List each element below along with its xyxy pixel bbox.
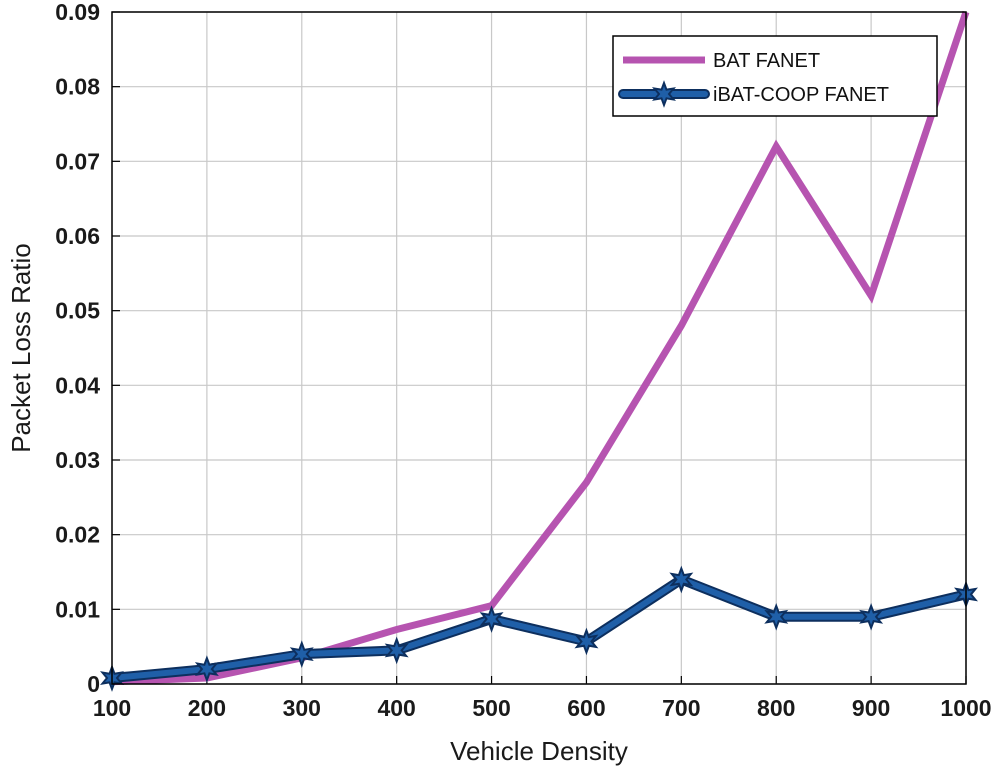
- y-tick-label: 0.08: [55, 74, 100, 100]
- plot-area-frame: [111, 11, 967, 685]
- tick-labels: 100 200 300 400 500 600 700 800 900 1000 0 0.01 0.02…: [55, 0, 991, 721]
- series-point-marker: [384, 636, 409, 665]
- y-tick-label: 0: [87, 671, 100, 697]
- y-tick-label: 0.09: [55, 0, 100, 25]
- y-tick-label: 0.06: [55, 223, 100, 249]
- x-tick-label: 300: [283, 695, 321, 721]
- x-tick-label: 600: [567, 695, 605, 721]
- x-tick-label: 400: [377, 695, 415, 721]
- y-tick-label: 0.02: [55, 522, 100, 548]
- series-point-marker: [289, 640, 314, 668]
- series-point-marker: [669, 565, 694, 594]
- x-tick-label: 1000: [940, 695, 991, 721]
- y-axis-title: Packet Loss Ratio: [6, 243, 36, 453]
- series-1: [100, 565, 978, 692]
- series-line: [111, 10, 970, 686]
- y-tick-label: 0.01: [55, 596, 100, 622]
- series-layer: [100, 10, 978, 692]
- x-tick-label: 100: [93, 695, 131, 721]
- series-point-marker: [194, 655, 219, 683]
- y-tick-label: 0.07: [55, 148, 100, 174]
- legend-label: BAT FANET: [713, 50, 820, 72]
- legend-entry: iBAT-COOP FANET: [618, 80, 889, 108]
- x-axis-title: Vehicle Density: [450, 736, 628, 766]
- x-tick-label: 700: [662, 695, 700, 721]
- legend: BAT FANET iBAT-COOP FANET: [612, 35, 938, 117]
- series-line: [109, 576, 969, 682]
- legend-entry: BAT FANET: [623, 50, 820, 72]
- x-tick-label: 800: [757, 695, 795, 721]
- y-tick-label: 0.03: [55, 447, 100, 473]
- y-tick-label: 0.04: [55, 372, 100, 398]
- series-point-marker: [764, 602, 789, 631]
- x-tick-label: 500: [472, 695, 510, 721]
- series-0: [111, 10, 970, 686]
- x-tick-label: 200: [188, 695, 226, 721]
- legend-marker: [652, 80, 676, 108]
- series-point-marker: [859, 602, 884, 631]
- x-tick-label: 900: [852, 695, 890, 721]
- legend-label: iBAT-COOP FANET: [713, 84, 889, 106]
- series-point-marker: [479, 605, 504, 633]
- series-point-marker: [574, 627, 599, 656]
- y-tick-label: 0.05: [55, 298, 100, 324]
- legend-box: [612, 35, 938, 117]
